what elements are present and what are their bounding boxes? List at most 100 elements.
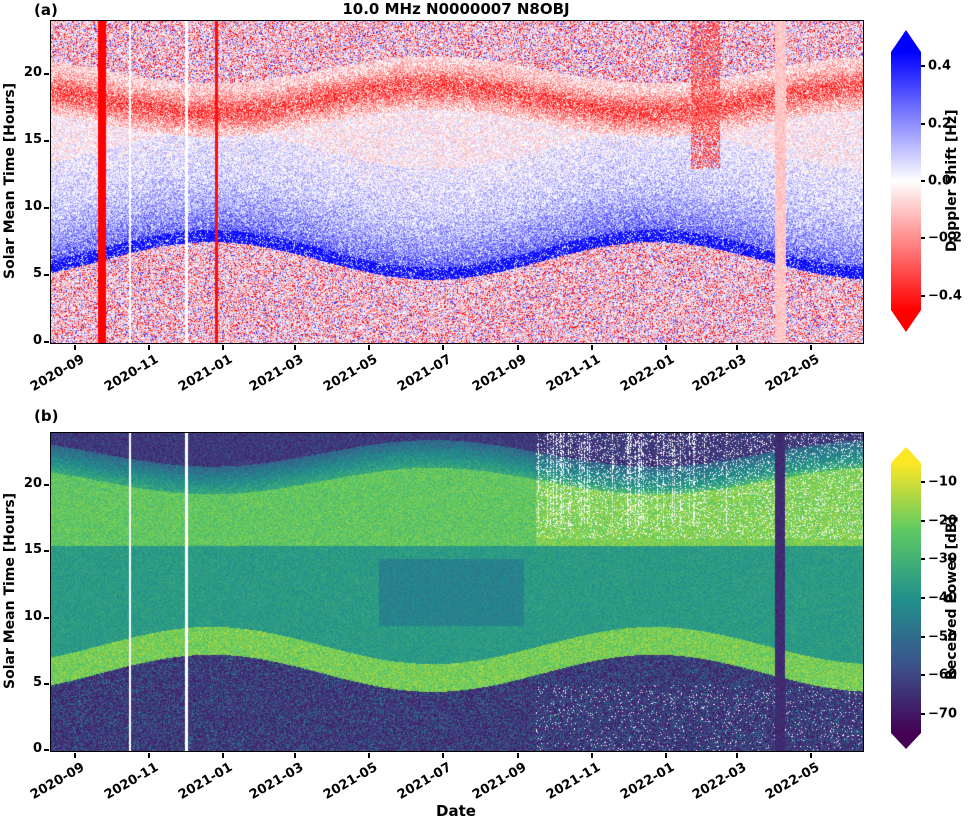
doppler-heatmap [51, 21, 863, 343]
x-tick [148, 345, 151, 350]
colorbar-tick-label: 0.4 [928, 58, 952, 74]
y-tick [44, 550, 49, 553]
x-tick-label: 2020-09 [27, 760, 87, 803]
y-tick [44, 484, 49, 486]
x-tick-label: 2022-01 [617, 352, 678, 395]
x-tick [516, 345, 519, 350]
x-tick [736, 345, 739, 350]
colorbar-tick-label: −50 [928, 629, 957, 645]
x-tick-label: 2021-05 [321, 352, 381, 395]
colorbar-tick [921, 558, 925, 561]
y-tick-label: 15 [23, 131, 42, 147]
y-tick [44, 273, 49, 276]
x-tick [441, 753, 444, 758]
y-tick-label: 0 [32, 741, 42, 756]
x-tick [736, 753, 739, 758]
colorbar-tick-label: −0.2 [928, 230, 962, 246]
x-tick [148, 753, 151, 758]
y-tick [44, 682, 49, 685]
colorbar-a [891, 52, 921, 310]
y-tick [44, 616, 49, 619]
y-tick-label: 0 [32, 333, 42, 348]
colorbar-tick-label: −0.4 [928, 288, 962, 304]
colorbar-tick [921, 481, 925, 484]
x-tick [367, 753, 370, 758]
x-tick [74, 345, 77, 350]
x-tick-label: 2021-09 [470, 760, 530, 803]
x-tick-label: 2021-03 [247, 352, 307, 395]
colorbar-tick-label: −60 [928, 667, 957, 683]
colorbar-tick-label: −30 [928, 551, 957, 567]
power-plot-area [50, 432, 864, 752]
colorbar-tick-label: 0.2 [928, 116, 952, 132]
colorbar-tick [921, 712, 925, 715]
colorbar-tick [921, 674, 925, 677]
y-tick-label: 20 [23, 476, 42, 491]
colorbar-tick [921, 65, 925, 68]
colorbar-tick [921, 519, 925, 522]
y-tick-label: 20 [23, 64, 42, 80]
x-tick-label: 2021-01 [175, 352, 235, 395]
y-tick-label: 5 [32, 674, 42, 690]
colorbar-tick-label: −10 [928, 474, 957, 490]
x-tick-label: 2020-11 [101, 760, 161, 803]
panel-a-label: (a) [34, 1, 58, 19]
y-tick-label: 5 [32, 265, 42, 281]
x-tick [590, 753, 593, 758]
x-tick-label: 2022-01 [617, 760, 678, 803]
x-tick-label: 2021-01 [175, 760, 235, 803]
x-tick [222, 753, 225, 758]
x-tick [222, 345, 225, 350]
colorbar-b [891, 463, 921, 733]
x-tick [810, 753, 813, 758]
x-tick-label: 2021-07 [394, 760, 455, 803]
panel-b-label: (b) [34, 407, 59, 425]
x-axis-label: Date [436, 802, 476, 820]
x-tick [810, 345, 813, 350]
colorbar-tick-label: −40 [928, 590, 957, 606]
colorbar-tick [921, 237, 925, 240]
colorbar-tick-label: −70 [928, 706, 957, 722]
colorbar-tick [921, 122, 925, 125]
y-tick [44, 341, 49, 343]
x-tick-label: 2022-03 [689, 760, 749, 803]
x-tick-label: 2021-03 [247, 760, 307, 803]
x-tick [74, 753, 77, 758]
x-tick [367, 345, 370, 350]
colorbar-tick-label: 0.0 [928, 173, 952, 189]
x-tick-label: 2021-05 [321, 760, 381, 803]
colorbar-b-upper-arrow [891, 447, 921, 463]
colorbar-tick [921, 294, 925, 297]
y-tick-label: 10 [23, 608, 42, 624]
colorbar-a-lower-arrow [891, 310, 921, 332]
doppler-plot-area [50, 20, 864, 344]
y-tick [44, 749, 49, 751]
x-tick [664, 345, 667, 350]
y-tick-label: 10 [23, 198, 42, 214]
x-tick [590, 345, 593, 350]
x-tick [516, 753, 519, 758]
x-tick [441, 345, 444, 350]
colorbar-tick [921, 635, 925, 638]
x-tick-label: 2021-11 [544, 352, 604, 395]
x-tick [664, 753, 667, 758]
colorbar-b-lower-arrow [891, 733, 921, 749]
x-tick-label: 2021-07 [394, 352, 455, 395]
figure-title: 10.0 MHz N0000007 N8OBJ [342, 0, 570, 18]
y-tick [44, 72, 49, 75]
y-tick [44, 206, 49, 209]
power-heatmap [51, 433, 863, 751]
x-tick-label: 2021-09 [470, 352, 530, 395]
x-tick-label: 2022-03 [689, 352, 749, 395]
y-tick [44, 139, 49, 142]
x-tick-label: 2020-09 [27, 352, 87, 395]
x-tick-label: 2022-05 [763, 352, 823, 395]
x-tick [293, 753, 296, 758]
colorbar-tick-label: −20 [928, 513, 957, 529]
y-tick-label: 15 [23, 542, 42, 558]
x-tick-label: 2022-05 [763, 760, 823, 803]
colorbar-tick [921, 180, 925, 182]
colorbar-tick [921, 597, 925, 599]
x-tick-label: 2020-11 [101, 352, 161, 395]
